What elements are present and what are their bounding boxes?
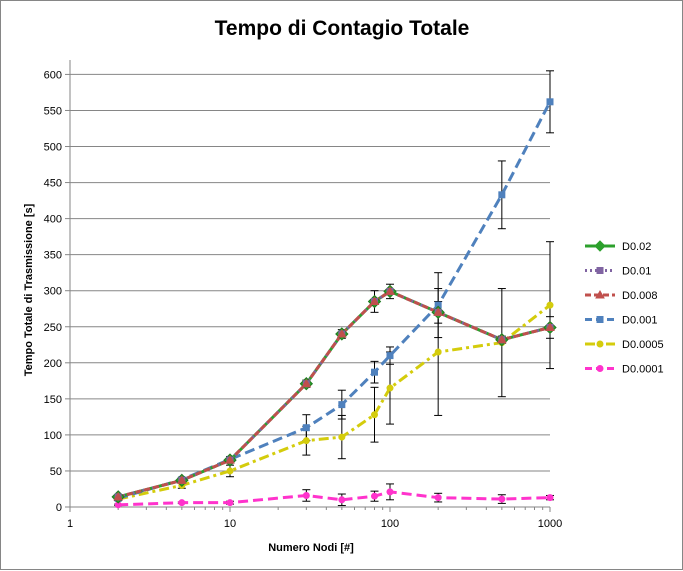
- y-tick-label: 0: [56, 502, 62, 514]
- data-point: [434, 348, 442, 356]
- series-lines: [117, 101, 552, 507]
- x-tick-label: 10: [224, 518, 236, 530]
- data-point: [433, 307, 444, 316]
- legend-label: D0.008: [622, 290, 657, 302]
- data-point: [225, 455, 235, 464]
- y-tick-label: 100: [44, 430, 62, 442]
- y-tick-label: 150: [44, 394, 62, 406]
- y-tick-label: 300: [44, 286, 62, 298]
- data-point: [386, 352, 394, 360]
- legend-label: D0.001: [622, 315, 657, 327]
- data-point: [336, 328, 347, 338]
- series-line: [117, 289, 551, 499]
- data-point: [546, 494, 554, 502]
- data-point: [226, 467, 234, 475]
- data-point: [545, 322, 555, 331]
- y-tick-label: 500: [44, 142, 62, 154]
- y-tick-label: 200: [44, 358, 62, 370]
- legend-entry: D0.0005: [585, 339, 664, 351]
- data-point: [386, 488, 394, 496]
- y-tick-label: 550: [44, 105, 62, 117]
- y-tick-label: 400: [44, 214, 62, 226]
- data-point: [338, 433, 346, 441]
- series-line: [117, 289, 551, 499]
- data-point: [594, 240, 606, 252]
- data-point: [496, 334, 507, 344]
- legend: D0.02 D0.01 D0.008 D0.001 D0.0005 D0.0001: [585, 240, 664, 376]
- data-point: [595, 289, 605, 299]
- y-axis-title: Tempo Totale di Trasmissione [s]: [23, 203, 35, 376]
- data-point: [302, 437, 310, 445]
- data-point: [546, 98, 554, 106]
- data-point: [546, 301, 554, 309]
- data-point: [226, 499, 234, 507]
- axes: [65, 60, 551, 512]
- x-axis-title: Numero Nodi [#]: [268, 542, 354, 554]
- x-tick-label: 100: [381, 518, 399, 530]
- y-tick-labels: 0 50 100 150 200 250 300 350 400 450 500 550 600: [44, 69, 62, 514]
- series-markers: [111, 98, 557, 509]
- data-point: [386, 384, 394, 392]
- data-point: [338, 401, 346, 409]
- data-point: [596, 365, 604, 372]
- data-point: [498, 191, 506, 199]
- x-tick-label: 1: [67, 518, 73, 530]
- y-tick-label: 250: [44, 322, 62, 334]
- y-tick-label: 450: [44, 178, 62, 190]
- chart-title: Tempo di Contagio Totale: [215, 17, 470, 40]
- data-point: [113, 491, 124, 501]
- data-point: [178, 499, 186, 507]
- data-point: [370, 368, 378, 376]
- series-line: [118, 490, 551, 507]
- legend-label: D0.0005: [622, 339, 664, 351]
- x-tick-label: 1000: [538, 518, 562, 530]
- legend-entry: D0.01: [585, 266, 651, 278]
- legend-label: D0.0001: [622, 364, 664, 376]
- legend-entry: D0.008: [585, 289, 657, 302]
- data-point: [596, 340, 604, 348]
- error-bars: [114, 70, 554, 507]
- legend-entry: D0.02: [585, 240, 651, 253]
- series-line: [117, 289, 551, 499]
- data-point: [301, 378, 312, 388]
- gridlines: [70, 73, 550, 472]
- y-tick-label: 350: [44, 250, 62, 262]
- data-point: [596, 267, 604, 274]
- data-point: [498, 495, 506, 503]
- data-point: [370, 411, 378, 419]
- data-point: [338, 496, 346, 504]
- x-tick-labels: 1 10 100 1000: [67, 518, 562, 530]
- data-point: [176, 475, 187, 484]
- y-tick-label: 600: [44, 69, 62, 81]
- y-tick-label: 50: [50, 466, 62, 478]
- data-point: [370, 492, 378, 500]
- legend-entry: D0.001: [585, 315, 657, 327]
- data-point: [596, 316, 604, 323]
- data-point: [434, 494, 442, 502]
- legend-label: D0.01: [622, 266, 651, 278]
- data-point: [302, 424, 310, 432]
- legend-entry: D0.0001: [585, 364, 664, 376]
- data-point: [369, 296, 380, 306]
- data-point: [302, 491, 310, 499]
- legend-label: D0.02: [622, 241, 651, 253]
- data-point: [385, 286, 395, 295]
- series-line: [117, 303, 551, 501]
